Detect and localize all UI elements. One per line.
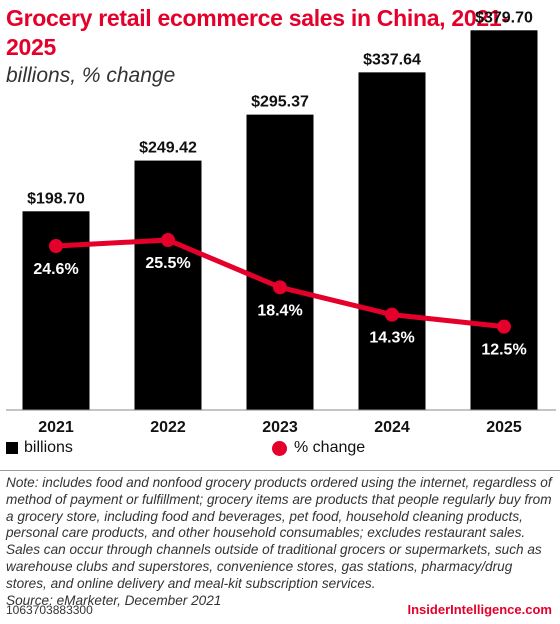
- bar-2024: [358, 72, 426, 411]
- percent-change-label-2025: 12.5%: [481, 342, 526, 359]
- legend-swatch-billions: [6, 442, 18, 454]
- chart-legend: billions % change: [6, 439, 546, 459]
- percent-change-point-2023: [273, 280, 287, 295]
- legend-item-percent-change: % change: [272, 439, 365, 457]
- brand-link[interactable]: InsiderIntelligence.com: [407, 602, 553, 617]
- source-text: Source: eMarketer, December 2021: [6, 592, 222, 608]
- note-text: Note: includes food and nonfood grocery …: [6, 475, 552, 591]
- x-tick-2025: 2025: [486, 419, 522, 436]
- x-tick-2021: 2021: [38, 419, 74, 436]
- x-tick-2022: 2022: [150, 419, 186, 436]
- bar-label-2024: $337.64: [363, 51, 421, 68]
- chart-subtitle: billions, % change: [6, 64, 176, 87]
- bar-label-2025: $379.70: [475, 9, 533, 26]
- bar-label-2022: $249.42: [139, 140, 197, 157]
- bar-2023: [246, 114, 314, 410]
- x-tick-2023: 2023: [262, 419, 298, 436]
- chart-id: 1063703883300: [6, 603, 93, 617]
- legend-item-billions: billions: [6, 439, 73, 457]
- legend-label-percent-change: % change: [294, 439, 366, 456]
- legend-swatch-percent-change: [272, 440, 287, 456]
- chart-title: Grocery retail ecommerce sales in China,…: [6, 5, 509, 60]
- percent-change-point-2021: [49, 239, 63, 253]
- percent-change-label-2021: 24.6%: [33, 261, 78, 278]
- bar-2025: [470, 30, 538, 411]
- bar-label-2021: $198.70: [27, 190, 85, 207]
- percent-change-label-2024: 14.3%: [369, 330, 414, 347]
- legend-label-billions: billions: [24, 439, 73, 456]
- percent-change-label-2023: 18.4%: [257, 302, 302, 319]
- note-divider: [0, 470, 560, 471]
- x-tick-2024: 2024: [374, 419, 410, 436]
- chart-canvas: $198.70 $249.42 $295.37 $337.64 $379.70 24.6%…: [6, 9, 556, 436]
- percent-change-label-2022: 25.5%: [145, 255, 190, 272]
- chart-note: Note: includes food and nonfood grocery …: [6, 475, 556, 609]
- bar-2022: [134, 160, 202, 410]
- percent-change-point-2024: [385, 307, 399, 322]
- percent-change-point-2022: [161, 233, 175, 247]
- bar-label-2023: $295.37: [251, 94, 309, 111]
- percent-change-point-2025: [497, 319, 511, 334]
